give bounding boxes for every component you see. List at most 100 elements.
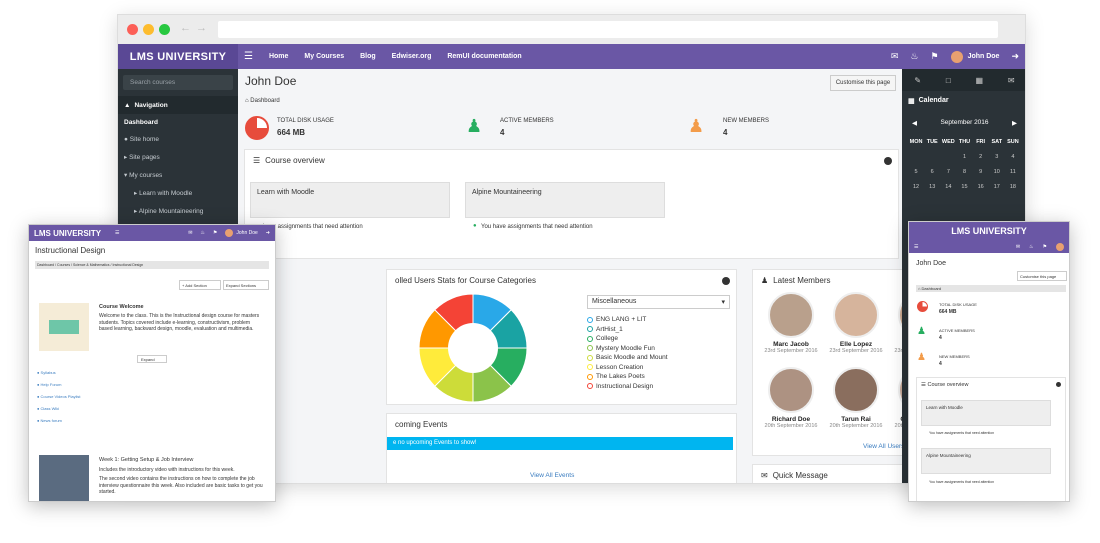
course-box-alpine[interactable]: Alpine Mountaineering (921, 448, 1051, 474)
view-all-events-link[interactable]: View All Events (530, 472, 575, 479)
calendar-day[interactable]: 10 (993, 169, 1000, 175)
resource-link[interactable]: ● News forum (37, 418, 80, 423)
forward-icon[interactable]: → (196, 22, 207, 34)
resource-link[interactable]: ● Help Forum (37, 382, 80, 387)
menu-icon[interactable]: ☰ (115, 230, 120, 236)
minimize-dot[interactable] (143, 24, 154, 35)
legend-item[interactable]: ENG LANG + LIT (587, 316, 668, 323)
member-avatar[interactable] (833, 367, 879, 413)
calendar-day[interactable] (940, 154, 956, 160)
user-avatar[interactable] (1056, 242, 1064, 251)
back-icon[interactable]: ← (180, 22, 191, 34)
member-name[interactable]: Marc Jacob (773, 341, 809, 348)
calendar-day[interactable]: 2 (979, 154, 983, 160)
bell-icon[interactable]: ♨ (1029, 243, 1034, 250)
address-bar[interactable] (218, 21, 998, 38)
menu-icon[interactable]: ☰ (244, 51, 253, 62)
course-box-alpine[interactable]: Alpine Mountaineering (465, 182, 665, 218)
add-section-button[interactable]: + Add Section (179, 280, 221, 290)
expand-button[interactable]: Expand (137, 355, 167, 363)
calendar-day[interactable]: 17 (993, 184, 1000, 190)
legend-item[interactable]: College (587, 335, 668, 342)
pencil-icon[interactable]: ✎ (914, 75, 922, 85)
flag-icon[interactable]: ⚑ (212, 230, 218, 236)
calendar-day[interactable]: 8 (962, 169, 967, 175)
member-name[interactable]: Tarun Rai (841, 416, 871, 423)
sidebar-item-dashboard[interactable]: Dashboard (124, 119, 158, 126)
member-name[interactable]: Elle Lopez (839, 341, 873, 348)
calendar-day[interactable]: 6 (930, 169, 934, 175)
member-name[interactable]: Richard Doe (771, 416, 811, 423)
logout-icon[interactable]: ➜ (265, 230, 270, 236)
calendar-day[interactable]: 4 (1011, 154, 1015, 160)
logout-icon[interactable]: ➜ (1011, 51, 1019, 61)
user-avatar[interactable] (950, 50, 963, 63)
expand-sections-button[interactable]: Expand Sections (223, 280, 269, 290)
legend-item[interactable]: The Lakes Poets (587, 373, 668, 380)
legend-item[interactable]: Instructional Design (587, 383, 668, 390)
next-month-icon[interactable]: ▶ (1012, 120, 1017, 127)
calendar-day[interactable]: 12 (913, 184, 920, 190)
breadcrumb[interactable]: ⌂ Dashboard (916, 285, 1066, 292)
calendar-day[interactable]: 15 (961, 184, 968, 190)
member-avatar[interactable] (833, 292, 879, 338)
resource-link[interactable]: ● Syllabus (37, 370, 80, 375)
legend-item[interactable]: Mystery Moodle Fun (587, 345, 668, 352)
file-icon[interactable]: □ (945, 75, 951, 85)
nav-blog[interactable]: Blog (360, 53, 376, 60)
calendar-day[interactable]: 16 (977, 184, 984, 190)
calendar-day[interactable] (924, 154, 940, 160)
resource-link[interactable]: ● Course Videos Playlist (37, 394, 80, 399)
calendar-day[interactable]: 13 (929, 184, 936, 190)
resource-link[interactable]: ● Class Wiki (37, 406, 80, 411)
prev-month-icon[interactable]: ◀ (912, 120, 917, 127)
chat-icon[interactable]: ✉ (1007, 75, 1015, 85)
breadcrumb[interactable]: ⌂ Dashboard (245, 98, 280, 104)
calendar-day[interactable]: 14 (945, 184, 952, 190)
calendar-day[interactable] (908, 154, 924, 160)
member-card[interactable]: Marc Jacob 23rd September 2016 (761, 292, 821, 354)
collapse-icon[interactable] (722, 277, 730, 285)
mail-icon[interactable]: ✉ (188, 230, 193, 236)
sidebar-item-my-courses[interactable]: ▾ My courses (118, 166, 238, 184)
breadcrumb[interactable]: Dashboard / Courses / Science & Mathemat… (35, 261, 269, 269)
user-name[interactable]: John Doe (236, 230, 258, 236)
menu-icon[interactable]: ☰ (914, 243, 919, 250)
member-card[interactable]: Tarun Rai 20th September 2016 (826, 367, 886, 429)
member-avatar[interactable] (768, 292, 814, 338)
user-name[interactable]: John Doe (967, 53, 1000, 60)
customise-page-button[interactable]: Customise this page (830, 75, 896, 91)
bell-icon[interactable]: ♨ (200, 230, 205, 236)
user-avatar[interactable] (225, 229, 234, 237)
bell-icon[interactable]: ♨ (910, 51, 919, 61)
nav-remui-docs[interactable]: RemUI documentation (447, 53, 522, 60)
category-select[interactable]: Miscellaneous ▾ (587, 295, 730, 309)
calendar-day[interactable]: 11 (1010, 169, 1016, 175)
legend-item[interactable]: ArtHist_1 (587, 326, 668, 333)
member-card[interactable]: Richard Doe 20th September 2016 (761, 367, 821, 429)
brand-logo[interactable]: LMS UNIVERSITY (118, 44, 238, 69)
course-box-learn-moodle[interactable]: Learn with Moodle (250, 182, 450, 218)
nav-home[interactable]: Home (268, 53, 289, 60)
brand-logo[interactable]: LMS UNIVERSITY (34, 228, 102, 238)
calendar-day[interactable]: 5 (914, 169, 918, 175)
member-card[interactable]: Elle Lopez 23rd September 2016 (826, 292, 886, 354)
flag-icon[interactable]: ⚑ (1042, 243, 1047, 250)
maximize-dot[interactable] (159, 24, 170, 35)
calendar-tab-icon[interactable]: ▦ (975, 75, 984, 85)
sidebar-item-alpine[interactable]: ▸ Alpine Mountaineering (118, 202, 238, 220)
collapse-icon[interactable] (884, 157, 892, 165)
calendar-day[interactable]: 3 (995, 154, 999, 160)
course-box-learn-moodle[interactable]: Learn with Moodle (921, 400, 1051, 426)
flag-icon[interactable]: ⚑ (930, 51, 939, 61)
nav-edwiser[interactable]: Edwiser.org (391, 53, 432, 60)
member-avatar[interactable] (768, 367, 814, 413)
navigation-header[interactable]: ▲ Navigation (118, 96, 238, 114)
view-all-users-link[interactable]: View All Users (863, 443, 905, 450)
sidebar-item-learn-moodle[interactable]: ▸ Learn with Moodle (118, 184, 238, 202)
mail-icon[interactable]: ✉ (1015, 243, 1021, 250)
calendar-day[interactable]: 18 (1009, 184, 1016, 190)
calendar-day[interactable]: 7 (946, 169, 950, 175)
calendar-day[interactable]: 9 (979, 169, 983, 175)
close-dot[interactable] (127, 24, 138, 35)
